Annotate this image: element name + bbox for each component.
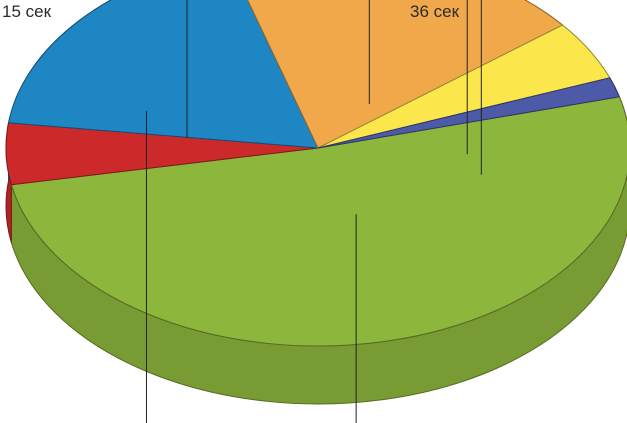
pie-top-faces — [5, 0, 627, 347]
pie-slice-5 — [317, 77, 621, 149]
slice-label-5: 15 сек — [2, 2, 52, 21]
slice-labels: 36 сек 15 сек — [2, 2, 460, 21]
leader-lines — [145, 0, 482, 423]
pie-slice-0 — [10, 96, 627, 347]
pie-slice-3 — [247, 0, 564, 149]
slice-label-1: 36 сек — [410, 2, 460, 21]
pie-slice-2 — [7, 0, 319, 149]
